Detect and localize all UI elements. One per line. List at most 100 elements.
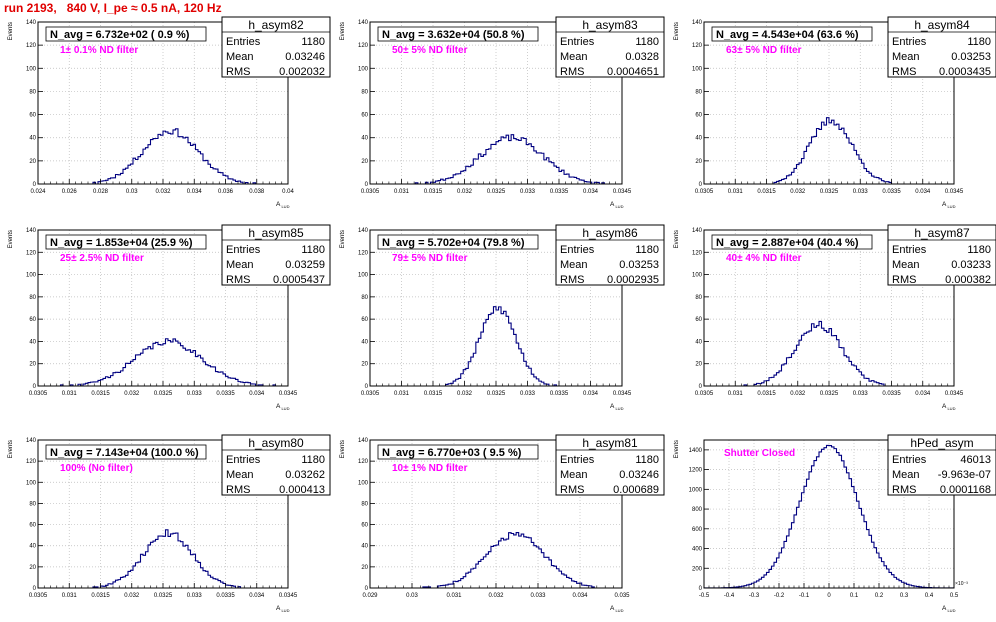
y-tick-label: 20 — [361, 159, 368, 165]
histogram-line — [38, 529, 288, 589]
stats-value: 0.000382 — [945, 274, 991, 286]
stats-label: Entries — [560, 36, 595, 48]
stats-title: h_asym87 — [914, 226, 970, 240]
y-tick-label: 20 — [361, 565, 368, 571]
y-tick-label: 120 — [358, 459, 369, 465]
stats-value: 0.03253 — [619, 259, 659, 271]
y-axis-title: Events — [674, 22, 680, 40]
y-tick-label: 100 — [26, 273, 37, 279]
y-axis-title: Events — [674, 440, 680, 458]
stats-label: Entries — [892, 36, 927, 48]
x-tick-label: 0.034 — [249, 391, 265, 397]
stats-value: 0.0003435 — [939, 66, 991, 78]
y-tick-label: 140 — [692, 20, 703, 26]
y-tick-label: 140 — [26, 20, 37, 26]
stats-label: Mean — [892, 51, 920, 63]
filter-annotation: 79± 5% ND filter — [392, 253, 468, 264]
y-axis-title: Events — [340, 230, 346, 248]
x-tick-label: 0.033 — [530, 593, 546, 599]
histogram-pad-h_asym82: 0.024 0.026 0.028 0.03 0.032 0.034 0.036 0.038 0… — [8, 16, 331, 209]
stats-value: 0.03233 — [951, 259, 991, 271]
x-tick-label: 0.0335 — [550, 189, 569, 195]
stats-title: h_asym80 — [248, 436, 304, 450]
y-tick-label: 100 — [358, 480, 369, 486]
filter-annotation: 50± 5% ND filter — [392, 45, 468, 56]
x-tick-label: 0.0315 — [424, 189, 443, 195]
stats-box — [887, 16, 996, 78]
stats-value: 1180 — [635, 244, 659, 256]
stats-label: Mean — [226, 259, 254, 271]
filter-annotation: 40± 4% ND filter — [726, 253, 802, 264]
histogram-pad-h_asym84: 0.0305 0.031 0.0315 0.032 0.0325 0.033 0.0335 0… — [674, 16, 996, 209]
stats-label: Mean — [560, 259, 588, 271]
x-axis-title: A LUD — [276, 403, 290, 411]
y-tick-label: 80 — [29, 89, 36, 95]
stats-label: RMS — [560, 274, 584, 286]
x-tick-label: 0.031 — [62, 391, 78, 397]
histogram-line — [38, 128, 288, 185]
navg-box — [45, 234, 207, 250]
x-tick-label: -0.1 — [799, 593, 810, 599]
y-tick-label: 600 — [692, 527, 703, 533]
stats-label: Entries — [226, 454, 261, 466]
stats-value: 1180 — [301, 36, 325, 48]
y-tick-label: 60 — [361, 113, 368, 119]
y-tick-label: 60 — [695, 113, 702, 119]
x-tick-label: 0.033 — [853, 391, 869, 397]
y-tick-label: 1000 — [689, 487, 703, 493]
x-axis-title: A LUD — [276, 201, 290, 209]
x-tick-label: 0.031 — [728, 391, 744, 397]
stats-title: h_asym84 — [914, 18, 970, 32]
x-tick-label: 0.031 — [394, 189, 410, 195]
navg-box — [45, 26, 207, 42]
stats-label: Entries — [560, 454, 595, 466]
filter-annotation: Shutter Closed — [724, 448, 795, 459]
filter-annotation: 100% (No filter) — [60, 463, 133, 474]
filter-annotation: 1± 0.1% ND filter — [60, 45, 138, 56]
x-tick-label: 0.0305 — [361, 189, 380, 195]
y-tick-label: 60 — [361, 317, 368, 323]
y-tick-label: 80 — [361, 501, 368, 507]
x-tick-label: 0.032 — [457, 391, 473, 397]
stats-value: 0.0328 — [625, 51, 659, 63]
y-tick-label: 40 — [361, 136, 368, 142]
x-tick-label: 0.2 — [875, 593, 884, 599]
stats-label: Entries — [226, 244, 261, 256]
y-tick-label: 40 — [361, 339, 368, 345]
stats-value: 0.0002935 — [607, 274, 659, 286]
stats-label: Mean — [892, 469, 920, 481]
x-tick-label: 0.0325 — [487, 189, 506, 195]
stats-value: 0.000413 — [279, 484, 325, 496]
histogram-pad-h_asym81: 0.029 0.03 0.031 0.032 0.033 0.034 0.035 0 20 40 6… — [340, 434, 665, 613]
x-tick-label: 0.034 — [915, 391, 931, 397]
y-tick-label: 20 — [695, 362, 702, 368]
stats-title: h_asym81 — [582, 436, 638, 450]
y-axis-title: Events — [674, 230, 680, 248]
stats-value: 1180 — [301, 454, 325, 466]
stats-label: RMS — [226, 66, 250, 78]
x-tick-label: 0.0345 — [945, 189, 964, 195]
x-tick-label: 0.024 — [30, 189, 46, 195]
y-tick-label: 40 — [29, 544, 36, 550]
x-tick-label: -0.4 — [724, 593, 735, 599]
x-tick-label: 0.0345 — [613, 189, 632, 195]
x-tick-label: 0.029 — [362, 593, 378, 599]
x-tick-label: 0.03 — [126, 189, 138, 195]
stats-value: 0.000689 — [613, 484, 659, 496]
stats-value: 0.03262 — [285, 469, 325, 481]
x-tick-label: 0.0305 — [695, 189, 714, 195]
histogram-pad-h_asym80: 0.0305 0.031 0.0315 0.032 0.0325 0.033 0.0335 0… — [8, 434, 331, 613]
y-tick-label: 0 — [365, 182, 369, 188]
navg-box — [377, 444, 539, 460]
x-tick-label: 0.036 — [218, 189, 234, 195]
x-tick-label: 0.0335 — [882, 391, 901, 397]
y-axis-title: Events — [8, 230, 14, 248]
stats-label: RMS — [892, 484, 916, 496]
y-tick-label: 60 — [29, 113, 36, 119]
x-axis-exponent: ×10⁻³ — [955, 581, 968, 587]
y-tick-label: 800 — [692, 507, 703, 513]
x-tick-label: 0.034 — [187, 189, 203, 195]
x-tick-label: 0.033 — [187, 593, 203, 599]
x-tick-label: 0.0305 — [361, 391, 380, 397]
x-tick-label: 0.032 — [790, 189, 806, 195]
